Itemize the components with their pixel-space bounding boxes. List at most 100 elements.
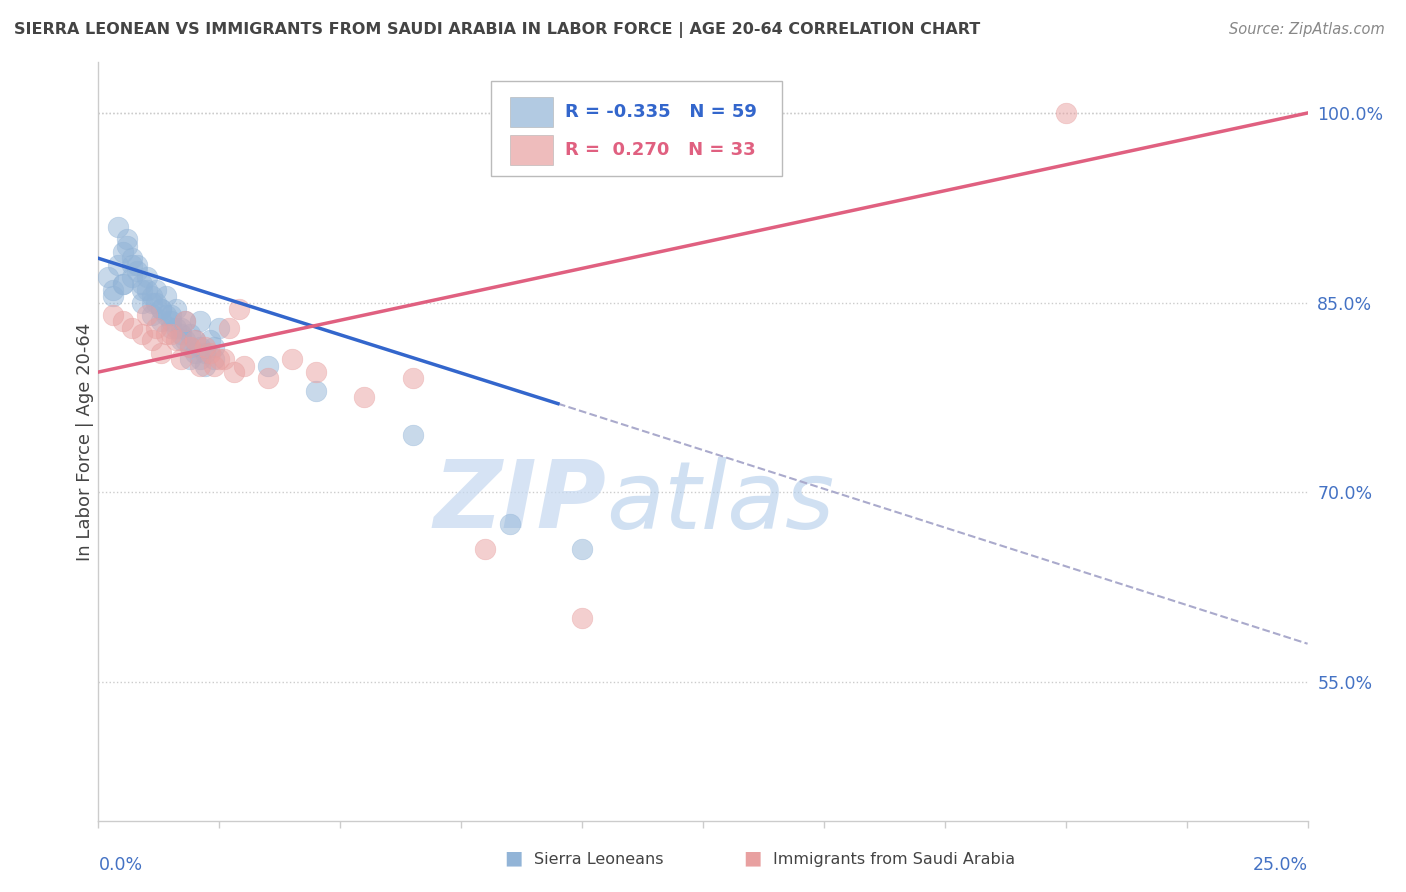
- Point: [135, 308, 157, 322]
- Point: [150, 301, 173, 316]
- Point: [256, 371, 278, 385]
- Point: [1054, 106, 1077, 120]
- Point: [107, 258, 129, 272]
- Point: [232, 359, 254, 373]
- Text: 25.0%: 25.0%: [1253, 856, 1308, 874]
- Point: [474, 541, 496, 556]
- Point: [141, 295, 163, 310]
- Point: [150, 301, 173, 316]
- Point: [111, 277, 134, 291]
- Point: [498, 516, 520, 531]
- Point: [121, 258, 143, 272]
- Point: [256, 359, 278, 373]
- Point: [174, 334, 197, 348]
- Text: Sierra Leoneans: Sierra Leoneans: [534, 852, 664, 867]
- Point: [353, 390, 375, 404]
- Point: [165, 321, 187, 335]
- Y-axis label: In Labor Force | Age 20-64: In Labor Force | Age 20-64: [76, 322, 94, 561]
- Point: [188, 359, 211, 373]
- Point: [198, 346, 221, 360]
- Point: [127, 258, 149, 272]
- Point: [101, 283, 124, 297]
- Point: [111, 314, 134, 328]
- Point: [117, 238, 139, 252]
- Point: [135, 283, 157, 297]
- Point: [131, 327, 153, 342]
- Point: [208, 321, 231, 335]
- Point: [402, 371, 425, 385]
- Point: [121, 252, 143, 266]
- Point: [107, 219, 129, 234]
- Point: [198, 334, 221, 348]
- Point: [571, 541, 593, 556]
- Point: [204, 359, 226, 373]
- Point: [188, 340, 211, 354]
- Point: [184, 334, 207, 348]
- Point: [204, 340, 226, 354]
- Text: ■: ■: [503, 848, 523, 867]
- Point: [208, 352, 231, 367]
- Text: atlas: atlas: [606, 457, 835, 548]
- Point: [174, 314, 197, 328]
- Point: [150, 314, 173, 328]
- Point: [155, 289, 177, 303]
- Point: [184, 346, 207, 360]
- FancyBboxPatch shape: [492, 81, 782, 177]
- FancyBboxPatch shape: [509, 136, 553, 165]
- Point: [101, 289, 124, 303]
- Point: [194, 346, 217, 360]
- Point: [155, 327, 177, 342]
- Point: [97, 270, 120, 285]
- Text: SIERRA LEONEAN VS IMMIGRANTS FROM SAUDI ARABIA IN LABOR FORCE | AGE 20-64 CORREL: SIERRA LEONEAN VS IMMIGRANTS FROM SAUDI …: [14, 22, 980, 38]
- Point: [121, 321, 143, 335]
- Point: [160, 321, 183, 335]
- Point: [188, 314, 211, 328]
- Point: [111, 244, 134, 259]
- Point: [194, 340, 217, 354]
- Point: [194, 359, 217, 373]
- Point: [179, 327, 201, 342]
- Point: [174, 314, 197, 328]
- Point: [169, 327, 191, 342]
- Point: [204, 352, 226, 367]
- Point: [165, 301, 187, 316]
- Point: [212, 352, 235, 367]
- Point: [155, 308, 177, 322]
- Point: [131, 277, 153, 291]
- Point: [169, 321, 191, 335]
- FancyBboxPatch shape: [509, 97, 553, 127]
- Point: [571, 611, 593, 625]
- Point: [305, 365, 328, 379]
- Point: [218, 321, 240, 335]
- Point: [179, 340, 201, 354]
- Point: [179, 352, 201, 367]
- Point: [160, 327, 183, 342]
- Point: [188, 352, 211, 367]
- Point: [165, 334, 187, 348]
- Point: [145, 295, 167, 310]
- Text: ZIP: ZIP: [433, 456, 606, 549]
- Text: Source: ZipAtlas.com: Source: ZipAtlas.com: [1229, 22, 1385, 37]
- Text: ■: ■: [742, 848, 762, 867]
- Point: [281, 352, 304, 367]
- Point: [141, 334, 163, 348]
- Point: [160, 308, 183, 322]
- Point: [160, 314, 183, 328]
- Point: [131, 283, 153, 297]
- Point: [145, 321, 167, 335]
- Point: [111, 277, 134, 291]
- Point: [131, 295, 153, 310]
- Point: [101, 308, 124, 322]
- Text: R = -0.335   N = 59: R = -0.335 N = 59: [565, 103, 756, 120]
- Text: 0.0%: 0.0%: [98, 856, 142, 874]
- Point: [169, 334, 191, 348]
- Point: [127, 264, 149, 278]
- Point: [150, 346, 173, 360]
- Point: [305, 384, 328, 398]
- Point: [121, 270, 143, 285]
- Point: [228, 301, 250, 316]
- Text: R =  0.270   N = 33: R = 0.270 N = 33: [565, 141, 756, 159]
- Point: [222, 365, 245, 379]
- Text: Immigrants from Saudi Arabia: Immigrants from Saudi Arabia: [773, 852, 1015, 867]
- Point: [141, 289, 163, 303]
